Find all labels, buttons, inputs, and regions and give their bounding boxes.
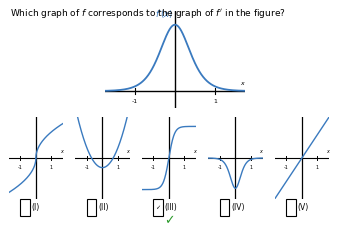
Text: (III): (III) [165,203,177,212]
Text: Which graph of $f$ corresponds to the graph of $f'$ in the figure?: Which graph of $f$ corresponds to the gr… [10,7,286,20]
Text: -1: -1 [217,165,222,170]
Text: $x$: $x$ [193,148,198,155]
Text: ✓: ✓ [155,205,161,210]
Text: ✓: ✓ [164,214,174,227]
Text: 1: 1 [316,165,319,170]
Text: $x$: $x$ [259,148,264,155]
Text: 1: 1 [116,165,119,170]
Text: $x$: $x$ [60,148,65,155]
Text: $x$: $x$ [326,148,331,155]
Text: -1: -1 [284,165,289,170]
Text: -1: -1 [84,165,89,170]
Text: $f'(x)$: $f'(x)$ [155,8,173,20]
Text: -1: -1 [132,99,138,104]
Text: 1: 1 [249,165,252,170]
Text: 1: 1 [183,165,186,170]
Text: (II): (II) [98,203,109,212]
Text: 1: 1 [50,165,53,170]
Text: -1: -1 [18,165,23,170]
Text: $x$: $x$ [240,80,246,87]
Text: (IV): (IV) [231,203,245,212]
Text: 1: 1 [213,99,217,104]
Text: (I): (I) [32,203,40,212]
Text: (V): (V) [298,203,309,212]
Text: $x$: $x$ [126,148,131,155]
Text: -1: -1 [151,165,156,170]
